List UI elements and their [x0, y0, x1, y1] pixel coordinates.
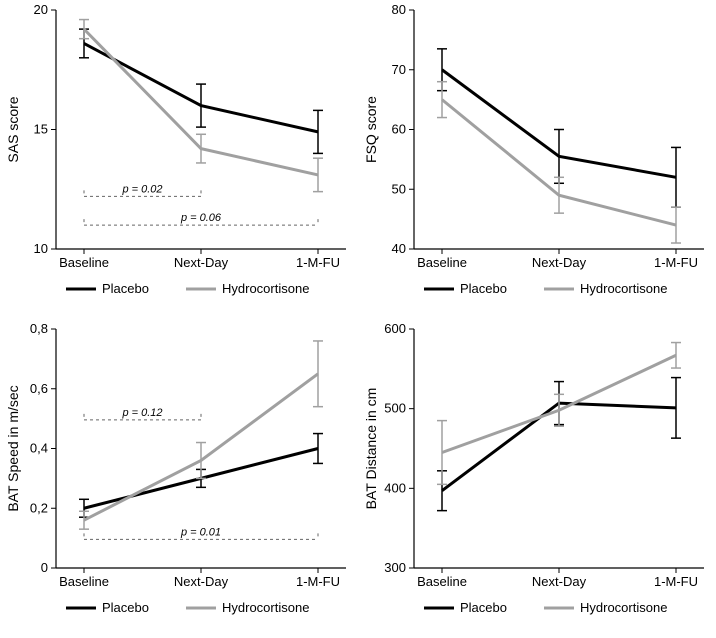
ytick-label: 40 — [392, 241, 406, 256]
legend-label-hydrocortisone: Hydrocortisone — [580, 600, 667, 615]
xtick-label: Next-Day — [532, 255, 587, 270]
ytick-label: 80 — [392, 2, 406, 17]
legend-label-hydrocortisone: Hydrocortisone — [222, 600, 309, 615]
chart-sas: 10 15 20 Baseline Next-Day 1-M-FU SAS score p =… — [0, 0, 358, 319]
y-axis-label: SAS score — [5, 96, 21, 162]
xtick-label: Next-Day — [174, 574, 229, 589]
xtick-label: Next-Day — [174, 255, 229, 270]
legend-label-placebo: Placebo — [460, 281, 507, 296]
ytick-label: 600 — [384, 321, 406, 336]
ytick-label: 50 — [392, 181, 406, 196]
ytick-label: 400 — [384, 480, 406, 495]
ytick-label: 15 — [34, 122, 48, 137]
legend-label-placebo: Placebo — [102, 281, 149, 296]
xtick-label: 1-M-FU — [654, 574, 698, 589]
xtick-label: 1-M-FU — [654, 255, 698, 270]
xtick-label: Baseline — [59, 255, 109, 270]
p-value-annotation: p = 0.01 — [180, 526, 221, 538]
legend-label-hydrocortisone: Hydrocortisone — [222, 281, 309, 296]
p-value-annotation: p = 0.06 — [180, 212, 222, 224]
legend-label-placebo: Placebo — [102, 600, 149, 615]
ytick-label: 0,8 — [30, 321, 48, 336]
legend-label-hydrocortisone: Hydrocortisone — [580, 281, 667, 296]
xtick-label: 1-M-FU — [296, 574, 340, 589]
panel-bat_distance: 300 400 500 600 Baseline Next-Day 1-M-FU BAT Di… — [358, 319, 716, 638]
xtick-label: 1-M-FU — [296, 255, 340, 270]
ytick-label: 0,2 — [30, 500, 48, 515]
xtick-label: Baseline — [417, 574, 467, 589]
panel-sas: 10 15 20 Baseline Next-Day 1-M-FU SAS score p =… — [0, 0, 358, 319]
p-value-annotation: p = 0.12 — [121, 407, 162, 419]
xtick-label: Baseline — [417, 255, 467, 270]
ytick-label: 10 — [34, 241, 48, 256]
legend-label-placebo: Placebo — [460, 600, 507, 615]
y-axis-label: FSQ score — [363, 96, 379, 163]
ytick-label: 500 — [384, 401, 406, 416]
panel-bat_speed: 0 0,2 0,4 0,6 0,8 Baseline Next-Day 1-M-FU BAT S… — [0, 319, 358, 638]
chart-fsq: 40 50 60 70 80 Baseline Next-Day 1-M-FU FSQ scor… — [358, 0, 716, 319]
y-axis-label: BAT Distance in cm — [363, 388, 379, 510]
panel-fsq: 40 50 60 70 80 Baseline Next-Day 1-M-FU FSQ scor… — [358, 0, 716, 319]
ytick-label: 20 — [34, 2, 48, 17]
xtick-label: Baseline — [59, 574, 109, 589]
p-value-annotation: p = 0.02 — [121, 183, 162, 195]
ytick-label: 70 — [392, 62, 406, 77]
chart-bat_speed: 0 0,2 0,4 0,6 0,8 Baseline Next-Day 1-M-FU BAT S… — [0, 319, 358, 638]
ytick-label: 300 — [384, 560, 406, 575]
ytick-label: 60 — [392, 122, 406, 137]
ytick-label: 0,4 — [30, 441, 48, 456]
chart-bat_distance: 300 400 500 600 Baseline Next-Day 1-M-FU BAT Di… — [358, 319, 716, 638]
xtick-label: Next-Day — [532, 574, 587, 589]
y-axis-label: BAT Speed in m/sec — [5, 385, 21, 511]
ytick-label: 0,6 — [30, 381, 48, 396]
ytick-label: 0 — [41, 560, 48, 575]
